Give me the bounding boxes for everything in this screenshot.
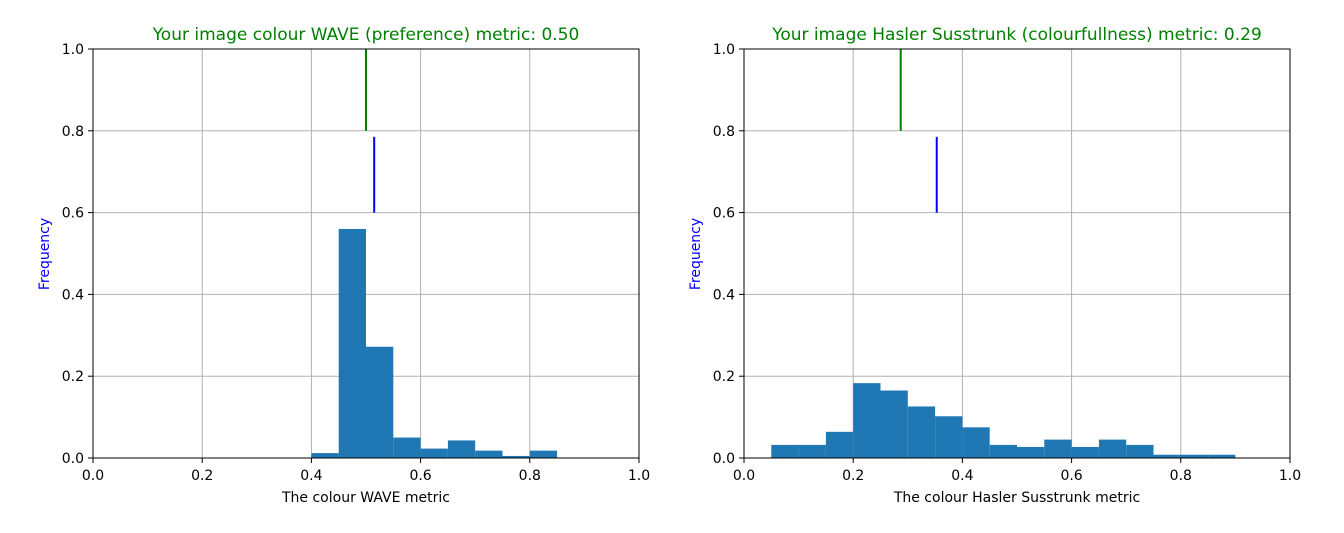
x-tick-label: 0.8	[519, 468, 541, 484]
y-tick-label: 0.0	[62, 451, 84, 467]
y-tick-label: 0.0	[713, 451, 735, 467]
x-tick-label: 0.0	[82, 468, 104, 484]
histogram-bar	[935, 416, 963, 458]
histogram-bar	[880, 390, 908, 458]
histogram-bar	[1153, 454, 1181, 458]
y-tick-label: 0.6	[62, 206, 84, 222]
histogram-bar	[447, 440, 476, 458]
y-tick-label: 0.2	[713, 369, 735, 385]
chart-title: Your image Hasler Susstrunk (colourfulln…	[771, 25, 1262, 45]
y-axis-label: Frequency	[37, 218, 53, 290]
histogram-bar	[1071, 446, 1099, 458]
histogram-bar	[1126, 444, 1154, 458]
x-tick-label: 0.2	[842, 468, 864, 484]
x-tick-label: 0.2	[191, 468, 213, 484]
histogram-bar	[338, 228, 366, 458]
histogram-bar	[529, 450, 558, 458]
histogram-bar	[989, 444, 1017, 458]
histogram-bar	[907, 406, 936, 458]
histogram-bar	[1098, 439, 1127, 458]
histogram-bar	[1044, 439, 1072, 458]
y-axis-label: Frequency	[688, 218, 704, 290]
x-tick-label: 1.0	[628, 468, 650, 484]
chart-wave: Your image colour WAVE (preference) metr…	[37, 25, 650, 506]
y-tick-label: 0.8	[62, 124, 84, 140]
y-tick-label: 1.0	[62, 42, 84, 58]
histogram-bar	[1208, 454, 1236, 458]
chart-title: Your image colour WAVE (preference) metr…	[152, 25, 580, 45]
x-tick-label: 0.6	[1060, 468, 1082, 484]
y-tick-label: 0.8	[713, 124, 735, 140]
histogram-bar	[366, 346, 394, 458]
y-tick-label: 0.4	[62, 287, 84, 303]
histogram-bar	[771, 444, 799, 458]
histogram-bar	[311, 453, 339, 458]
x-tick-label: 0.4	[951, 468, 973, 484]
histogram-bar	[798, 444, 826, 458]
bars	[311, 228, 558, 458]
x-axis-label: The colour Hasler Susstrunk metric	[893, 490, 1140, 506]
x-tick-label: 0.0	[733, 468, 755, 484]
histogram-bar	[420, 448, 448, 458]
histogram-bar	[475, 450, 503, 458]
histogram-bar	[853, 383, 881, 458]
x-axis-label: The colour WAVE metric	[281, 490, 450, 506]
histogram-bar	[962, 427, 990, 458]
histogram-bar	[825, 431, 854, 458]
ticks: 0.0 0.2 0.4 0.6 0.8 1.0 0.0 0.2 0.4 0.6 0.8 1.0	[62, 42, 650, 484]
histogram-bar	[502, 455, 530, 458]
x-tick-label: 0.8	[1170, 468, 1192, 484]
ticks: 0.0 0.2 0.4 0.6 0.8 1.0 0.0 0.2 0.4 0.6 0.8 1.0	[713, 42, 1301, 484]
chart-hasler-susstrunk: Your image Hasler Susstrunk (colourfulln…	[688, 25, 1301, 506]
axes-frame	[743, 48, 1291, 459]
axes-frame	[92, 48, 640, 459]
y-tick-label: 0.6	[713, 206, 735, 222]
plot-area: 0.0 0.2 0.4 0.6 0.8 1.0 0.0 0.2 0.4 0.6 0.8 1.0	[713, 42, 1301, 484]
x-tick-label: 1.0	[1279, 468, 1301, 484]
plot-area: 0.0 0.2 0.4 0.6 0.8 1.0 0.0 0.2 0.4 0.6 0.8 1.0	[62, 42, 650, 484]
y-tick-label: 0.4	[713, 287, 735, 303]
histogram-bar	[393, 437, 421, 458]
x-tick-label: 0.6	[409, 468, 431, 484]
x-tick-label: 0.4	[300, 468, 322, 484]
y-tick-label: 0.2	[62, 369, 84, 385]
y-tick-label: 1.0	[713, 42, 735, 58]
histogram-bar	[1017, 446, 1045, 458]
histogram-bar	[1180, 454, 1209, 458]
bars	[771, 383, 1236, 458]
